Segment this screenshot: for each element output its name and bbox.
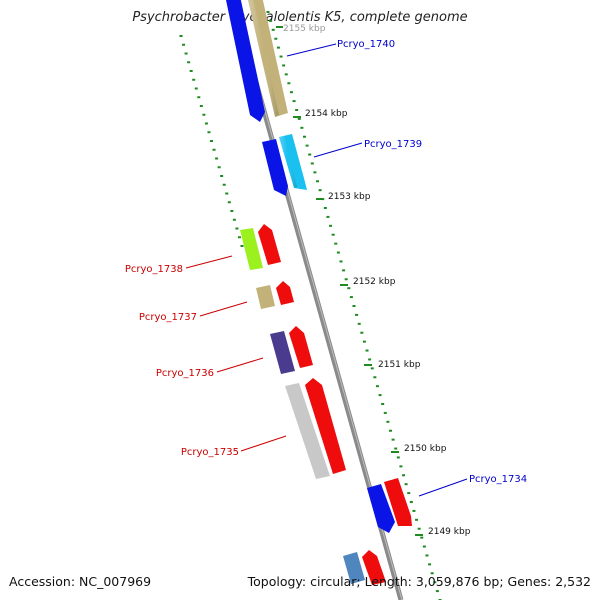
gene-feature-red[interactable] bbox=[305, 378, 346, 474]
gene-features bbox=[226, 0, 412, 585]
gene-feature-red[interactable] bbox=[384, 478, 412, 526]
gene-feature-blue[interactable] bbox=[262, 139, 288, 196]
gene-feature-red[interactable] bbox=[362, 550, 386, 585]
label-connectors bbox=[185, 43, 468, 497]
accession-text: Accession: NC_007969 bbox=[9, 574, 152, 589]
genome-summary-text: Topology: circular; Length: 3,059,876 bp… bbox=[247, 574, 591, 589]
tick-label-2155: 2155 kbp bbox=[283, 24, 326, 34]
gene-feature-lime[interactable] bbox=[240, 228, 263, 270]
gene-feature-red[interactable] bbox=[289, 326, 313, 368]
gene-label-pcryo-1739[interactable]: Pcryo_1739 bbox=[364, 139, 422, 150]
tick-label-2150: 2150 kbp bbox=[404, 444, 447, 454]
gene-feature-red[interactable] bbox=[258, 224, 281, 265]
tick-label-2154: 2154 kbp bbox=[305, 109, 348, 119]
scale-dotted-line-left bbox=[179, 35, 244, 247]
gene-label-pcryo-1737[interactable]: Pcryo_1737 bbox=[139, 312, 197, 323]
gene-feature-blue[interactable] bbox=[226, 0, 265, 122]
tick-label-2152: 2152 kbp bbox=[353, 277, 396, 287]
gene-feature-khaki[interactable] bbox=[256, 285, 275, 309]
scale-ticks bbox=[276, 26, 423, 536]
tick-label-2151: 2151 kbp bbox=[378, 360, 421, 370]
gene-label-pcryo-1738[interactable]: Pcryo_1738 bbox=[125, 264, 183, 275]
gene-feature-blue[interactable] bbox=[367, 484, 395, 533]
gene-feature-red[interactable] bbox=[276, 281, 294, 305]
tick-label-2149: 2149 kbp bbox=[428, 527, 471, 537]
scale-dotted-line-right bbox=[266, 11, 442, 600]
map-title: Psychrobacter cryohalolentis K5, complet… bbox=[132, 10, 468, 25]
tick-label-2153: 2153 kbp bbox=[328, 192, 371, 202]
gene-label-pcryo-1736[interactable]: Pcryo_1736 bbox=[156, 368, 214, 379]
gene-label-pcryo-1734[interactable]: Pcryo_1734 bbox=[469, 474, 527, 485]
gene-feature-steel[interactable] bbox=[343, 552, 365, 584]
gene-feature-grey[interactable] bbox=[285, 383, 330, 479]
gene-label-pcryo-1735[interactable]: Pcryo_1735 bbox=[181, 447, 239, 458]
gene-label-pcryo-1740[interactable]: Pcryo_1740 bbox=[337, 39, 395, 50]
gene-feature-purple[interactable] bbox=[270, 331, 295, 374]
